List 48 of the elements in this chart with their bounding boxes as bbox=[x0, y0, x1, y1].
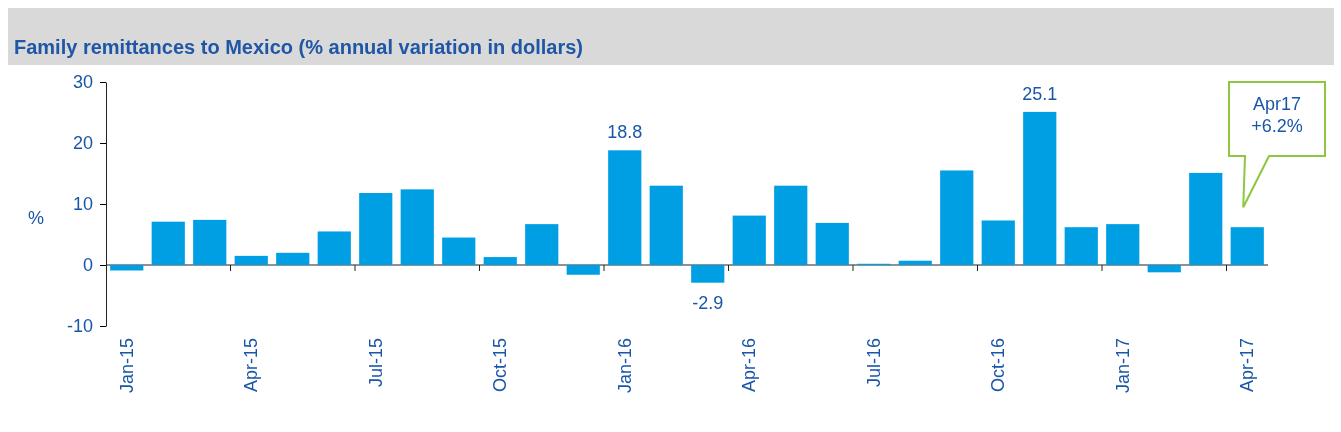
x-tick-label: Apr-17 bbox=[1237, 338, 1258, 393]
x-tick-label: Oct-16 bbox=[988, 338, 1009, 393]
bar bbox=[525, 224, 559, 265]
bar bbox=[691, 265, 725, 283]
x-tick-label: Jan-15 bbox=[116, 338, 137, 394]
bar bbox=[774, 185, 808, 265]
bar bbox=[359, 193, 393, 265]
bar bbox=[442, 237, 476, 265]
chart-title: Family remittances to Mexico (% annual variation in dollars) bbox=[14, 36, 584, 58]
data-label: -2.9 bbox=[692, 292, 724, 313]
bar bbox=[815, 222, 849, 265]
bar bbox=[151, 221, 185, 265]
y-tick-label: 20 bbox=[72, 133, 93, 154]
x-tick-label: Jul-15 bbox=[365, 338, 386, 388]
y-tick-label: 0 bbox=[82, 255, 93, 276]
y-tick-label: 30 bbox=[72, 72, 93, 93]
x-tick-label: Apr-16 bbox=[739, 338, 760, 393]
x-tick-label: Jan-17 bbox=[1112, 338, 1133, 394]
bar bbox=[732, 215, 766, 265]
bar bbox=[649, 185, 683, 265]
x-tick-label: Jul-16 bbox=[863, 338, 884, 388]
bar bbox=[276, 252, 310, 265]
bar bbox=[1147, 265, 1181, 273]
bar bbox=[981, 220, 1015, 265]
bar bbox=[1106, 224, 1140, 265]
bar bbox=[940, 170, 974, 265]
y-tick-label: -10 bbox=[66, 316, 93, 337]
annotation: Apr17 +6.2% bbox=[1251, 94, 1303, 136]
bar bbox=[1064, 227, 1098, 265]
x-tick-label: Apr-15 bbox=[241, 338, 262, 393]
bar bbox=[193, 219, 227, 265]
x-tick-label: Jan-16 bbox=[614, 338, 635, 394]
bar bbox=[608, 150, 642, 265]
data-label: 18.8 bbox=[607, 122, 643, 143]
bar bbox=[566, 265, 600, 275]
bar bbox=[1230, 227, 1264, 265]
bar bbox=[483, 257, 517, 265]
bar bbox=[1189, 172, 1223, 265]
data-label: 25.1 bbox=[1022, 83, 1058, 104]
bar bbox=[234, 255, 268, 265]
bar bbox=[400, 189, 434, 265]
x-tick-label: Oct-15 bbox=[490, 338, 511, 393]
bar bbox=[317, 231, 351, 265]
bar bbox=[898, 260, 932, 265]
bar bbox=[110, 265, 144, 271]
y-tick-label: 10 bbox=[72, 194, 93, 215]
y-axis-title: % bbox=[27, 208, 45, 228]
bar bbox=[1023, 111, 1057, 265]
